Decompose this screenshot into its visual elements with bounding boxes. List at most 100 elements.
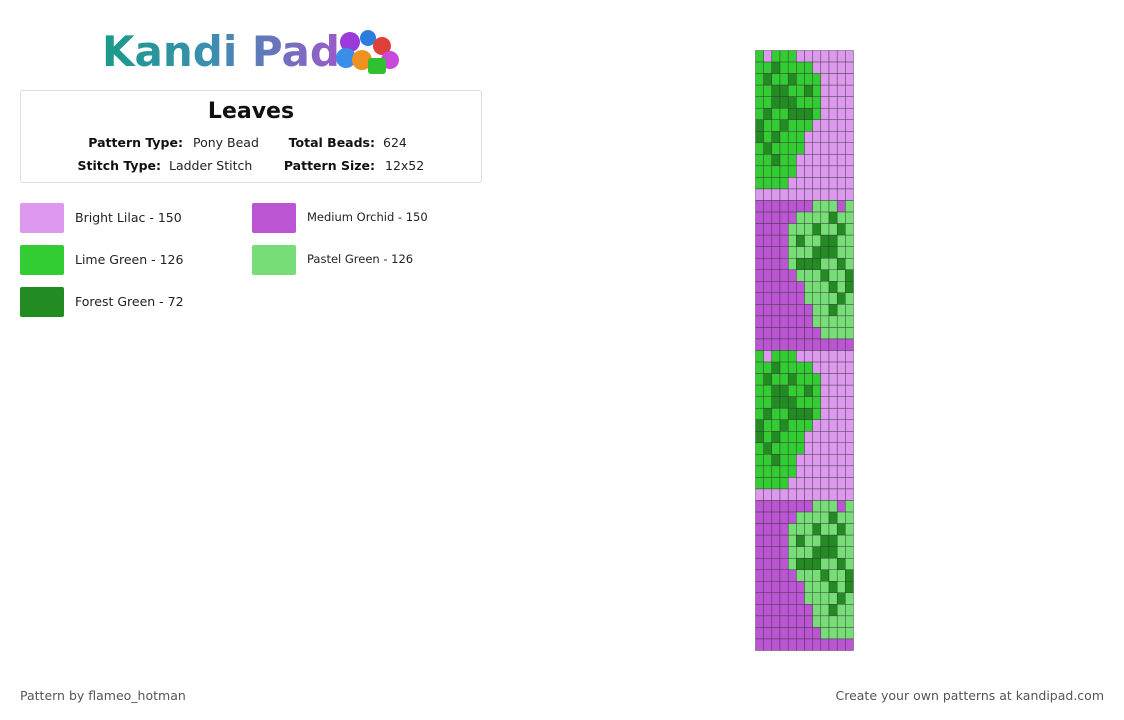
bead [763, 327, 773, 340]
bead [755, 223, 764, 236]
bead [771, 511, 781, 524]
bead [755, 177, 764, 190]
bead [812, 407, 822, 420]
bead [796, 338, 805, 351]
bead [771, 61, 781, 74]
bead [787, 292, 797, 305]
bead [812, 615, 822, 628]
bead [763, 511, 773, 524]
bead [796, 315, 805, 328]
bead [771, 569, 781, 582]
bead [812, 581, 822, 594]
bead [787, 131, 797, 144]
bead [828, 107, 838, 120]
bead [828, 200, 838, 213]
bead [836, 211, 846, 224]
bead [755, 350, 764, 363]
bead [796, 454, 805, 467]
bead [787, 154, 797, 167]
bead [771, 361, 781, 374]
bead [845, 119, 854, 132]
bead [755, 269, 764, 282]
bead [779, 407, 789, 420]
bead [771, 396, 781, 409]
bead [763, 269, 773, 282]
bead [804, 142, 813, 155]
color-label: Lime Green - 126 [75, 252, 184, 267]
bead [845, 384, 854, 397]
bead [779, 488, 789, 501]
bead [763, 223, 773, 236]
info-label: Pattern Type: [88, 135, 183, 150]
bead [796, 200, 805, 213]
bead [845, 84, 854, 97]
bead [820, 84, 830, 97]
bead [763, 419, 773, 432]
bead [796, 396, 805, 409]
bead [820, 615, 830, 628]
bead [804, 384, 813, 397]
bead [796, 281, 805, 294]
bead [820, 327, 830, 340]
color-swatch [252, 245, 296, 275]
bead [804, 546, 813, 559]
bead [836, 234, 846, 247]
bead [763, 281, 773, 294]
bead [828, 373, 838, 386]
bead [755, 534, 764, 547]
footer-credit: Pattern by flameo_hotman [20, 688, 186, 703]
bead [812, 488, 822, 501]
bead [828, 534, 838, 547]
bead [812, 373, 822, 386]
bead [845, 211, 854, 224]
bead [755, 431, 764, 444]
bead [771, 384, 781, 397]
bead [812, 442, 822, 455]
bead [812, 234, 822, 247]
bead [836, 131, 846, 144]
bead [804, 292, 813, 305]
bead [820, 407, 830, 420]
bead [755, 615, 764, 628]
bead [771, 119, 781, 132]
bead [755, 154, 764, 167]
bead [771, 154, 781, 167]
bead [812, 338, 822, 351]
footer-link[interactable]: Create your own patterns at kandipad.com [835, 688, 1104, 703]
bead [763, 488, 773, 501]
bead [755, 361, 764, 374]
bead [828, 84, 838, 97]
bead [787, 304, 797, 317]
bead [828, 638, 838, 651]
bead [787, 165, 797, 178]
bead [771, 50, 781, 63]
bead [812, 73, 822, 86]
color-label: Bright Lilac - 150 [75, 210, 182, 225]
bead [828, 177, 838, 190]
bead [787, 431, 797, 444]
bead [771, 488, 781, 501]
bead [804, 119, 813, 132]
bead [779, 581, 789, 594]
logo-text: Kandi Pad [102, 27, 340, 76]
bead [763, 165, 773, 178]
bead [755, 384, 764, 397]
bead [804, 107, 813, 120]
bead [787, 315, 797, 328]
bead [804, 188, 813, 201]
bead [755, 281, 764, 294]
bead [755, 327, 764, 340]
bead [771, 177, 781, 190]
bead [820, 384, 830, 397]
bead [828, 407, 838, 420]
bead [836, 257, 846, 270]
bead [845, 465, 854, 478]
bead [820, 269, 830, 282]
bead [845, 604, 854, 617]
bead [755, 131, 764, 144]
bead [828, 234, 838, 247]
bead [771, 442, 781, 455]
bead [820, 442, 830, 455]
bead [796, 373, 805, 386]
bead [836, 488, 846, 501]
